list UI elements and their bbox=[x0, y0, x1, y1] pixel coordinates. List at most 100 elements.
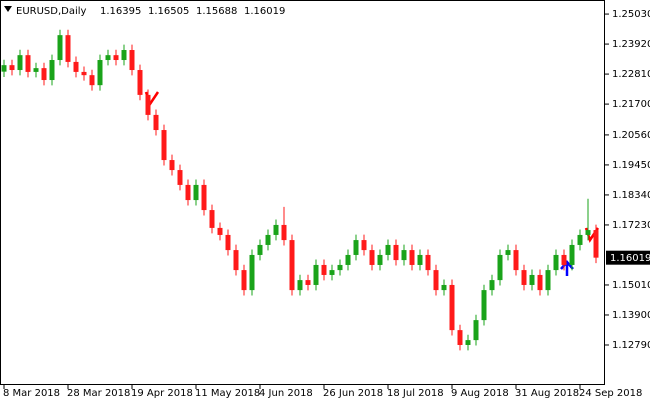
candle-body bbox=[161, 130, 167, 161]
candle-body bbox=[529, 274, 535, 285]
candle-body bbox=[57, 35, 63, 61]
candle-body bbox=[393, 244, 399, 261]
candle-body bbox=[121, 50, 127, 61]
candle-body bbox=[433, 270, 439, 291]
x-tick-label: 28 Mar 2018 bbox=[67, 388, 130, 399]
candle-body bbox=[353, 240, 359, 255]
candle-body bbox=[249, 254, 255, 291]
candle-body bbox=[305, 280, 311, 285]
candle-body bbox=[489, 280, 495, 291]
candle-body bbox=[337, 264, 343, 271]
candle-body bbox=[521, 270, 527, 285]
candle-body bbox=[49, 60, 55, 81]
candle-body bbox=[297, 280, 303, 291]
plot-frame bbox=[0, 0, 605, 385]
candle-body bbox=[193, 184, 199, 201]
candle-body bbox=[425, 254, 431, 271]
candle-body bbox=[169, 160, 175, 171]
candle-body bbox=[569, 244, 575, 265]
candle-body bbox=[329, 270, 335, 275]
candle-body bbox=[441, 284, 447, 291]
candle-body bbox=[313, 264, 319, 285]
candle-body bbox=[385, 244, 391, 255]
candle-body bbox=[321, 264, 327, 275]
candle-body bbox=[257, 244, 263, 255]
x-tick-label: 9 Aug 2018 bbox=[451, 388, 509, 399]
candle-body bbox=[113, 55, 119, 61]
x-tick-label: 18 Jul 2018 bbox=[387, 388, 444, 399]
y-tick-label: 1.19450 bbox=[612, 160, 650, 171]
x-tick-label: 11 May 2018 bbox=[195, 388, 260, 399]
candle-body bbox=[361, 240, 367, 251]
candle-body bbox=[201, 184, 207, 211]
candle-body bbox=[561, 254, 567, 265]
buy-arrow bbox=[560, 260, 574, 276]
candle-body bbox=[545, 270, 551, 291]
candle-body bbox=[177, 170, 183, 185]
candle-body bbox=[465, 340, 471, 345]
candle-body bbox=[185, 184, 191, 201]
candle-body bbox=[265, 234, 271, 245]
candle-body bbox=[537, 274, 543, 291]
candle-body bbox=[417, 254, 423, 265]
x-tick-label: 26 Jun 2018 bbox=[323, 388, 383, 399]
candle-body bbox=[585, 230, 591, 235]
quote-value: 1.16505 bbox=[148, 6, 189, 17]
candle-body bbox=[281, 224, 287, 241]
x-tick-label: 19 Apr 2018 bbox=[131, 388, 193, 399]
candle-body bbox=[273, 224, 279, 235]
candle-body bbox=[505, 250, 511, 255]
x-tick-label: 8 Mar 2018 bbox=[3, 388, 60, 399]
candle-body bbox=[369, 250, 375, 265]
candle-body bbox=[481, 290, 487, 321]
candle-body bbox=[65, 35, 71, 62]
candle-body bbox=[345, 254, 351, 265]
y-tick-label: 1.15010 bbox=[612, 280, 650, 291]
candle-body bbox=[97, 60, 103, 86]
candle-body bbox=[9, 65, 15, 71]
candle-body bbox=[513, 250, 519, 271]
candle-body bbox=[89, 75, 95, 86]
y-tick-label: 1.21700 bbox=[612, 99, 650, 110]
candle-body bbox=[241, 270, 247, 291]
candle-body bbox=[225, 234, 231, 251]
candle-body bbox=[497, 254, 503, 281]
y-tick-label: 1.18340 bbox=[612, 190, 650, 201]
candle-body bbox=[153, 114, 159, 131]
y-tick-label: 1.13900 bbox=[612, 310, 650, 321]
candle-body bbox=[401, 250, 407, 261]
candle-body bbox=[1, 65, 7, 72]
candle-body bbox=[233, 250, 239, 271]
candle-body bbox=[129, 50, 135, 71]
candle-body bbox=[449, 284, 455, 331]
candle-body bbox=[593, 230, 599, 258]
title-icon bbox=[4, 6, 12, 12]
y-tick-label: 1.17230 bbox=[612, 220, 650, 231]
candle-body bbox=[457, 330, 463, 345]
candle-body bbox=[409, 250, 415, 265]
quote-value: 1.16395 bbox=[100, 6, 141, 17]
y-tick-label: 1.25030 bbox=[612, 9, 650, 20]
candle-body bbox=[105, 55, 111, 61]
y-tick-label: 1.22810 bbox=[612, 69, 650, 80]
quote-value: 1.15688 bbox=[196, 6, 237, 17]
candle-body bbox=[217, 227, 223, 235]
candle-body bbox=[377, 254, 383, 265]
candle-body bbox=[33, 68, 39, 72]
candle-body bbox=[137, 70, 143, 95]
x-tick-label: 24 Sep 2018 bbox=[579, 388, 642, 399]
x-tick-label: 31 Aug 2018 bbox=[515, 388, 579, 399]
y-tick-label: 1.12790 bbox=[612, 340, 650, 351]
candle-body bbox=[553, 254, 559, 271]
candle-body bbox=[145, 94, 151, 115]
quote-value: 1.16019 bbox=[244, 6, 285, 17]
y-tick-label: 1.20560 bbox=[612, 130, 650, 141]
candle-body bbox=[473, 320, 479, 341]
candle-body bbox=[17, 55, 23, 71]
candle-body bbox=[25, 55, 31, 72]
candle-body bbox=[81, 71, 87, 76]
chart-title: EURUSD,Daily bbox=[16, 6, 87, 17]
candle-body bbox=[289, 240, 295, 291]
x-tick-label: 4 Jun 2018 bbox=[259, 388, 313, 399]
